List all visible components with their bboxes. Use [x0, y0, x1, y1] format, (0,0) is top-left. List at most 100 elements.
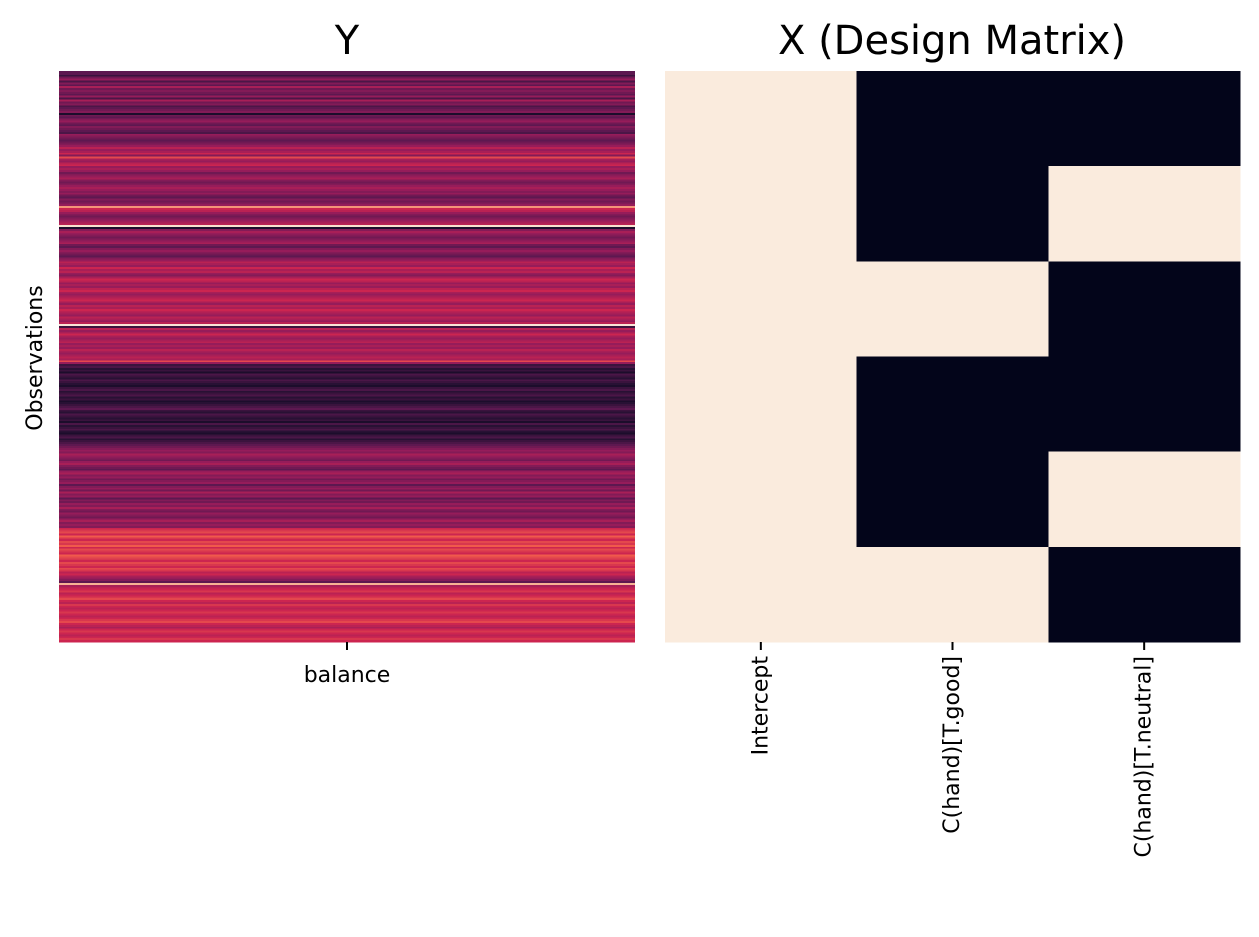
heatmap-cell — [59, 516, 635, 519]
heatmap-cell — [59, 166, 635, 169]
heatmap-cell — [59, 529, 635, 533]
heatmap-cell — [59, 478, 635, 481]
heatmap-cell — [59, 314, 635, 318]
heatmap-cell — [59, 227, 635, 230]
heatmap-cell — [59, 413, 635, 417]
heatmap-cell — [59, 145, 635, 148]
heatmap-cell — [59, 423, 635, 426]
heatmap-cell — [59, 364, 635, 367]
heatmap-cell — [59, 267, 635, 270]
heatmap-cell — [59, 404, 635, 407]
heatmap-cell — [59, 409, 635, 413]
heatmap-cell — [59, 375, 635, 379]
heatmap-cell — [59, 428, 635, 432]
heatmap-cell — [59, 246, 635, 249]
heatmap-cell — [59, 352, 635, 356]
heatmap-cell — [59, 495, 635, 498]
heatmap-cell — [59, 202, 635, 205]
heatmap-cell — [59, 126, 635, 129]
heatmap-cell — [59, 459, 635, 462]
heatmap-cell — [59, 209, 635, 213]
heatmap-cell — [59, 223, 635, 226]
heatmap-cell — [59, 118, 635, 122]
heatmap-cell — [59, 421, 635, 424]
heatmap-cell — [59, 196, 635, 200]
heatmap-cell — [59, 543, 635, 546]
heatmap-cell — [59, 607, 635, 611]
heatmap-cell — [59, 590, 635, 594]
heatmap-cell — [59, 624, 635, 628]
heatmap-cell — [59, 324, 635, 327]
heatmap-cell — [59, 518, 635, 521]
heatmap-cell — [59, 141, 635, 144]
heatmap-cell — [59, 451, 635, 455]
heatmap-cell — [59, 225, 635, 228]
heatmap-cell — [59, 234, 635, 238]
heatmap-cell — [59, 356, 635, 360]
heatmap-cell — [59, 388, 635, 392]
heatmap-cell — [59, 76, 635, 80]
heatmap-cell — [59, 204, 635, 207]
heatmap-cell — [59, 232, 635, 236]
panel-y-title: Y — [334, 18, 360, 64]
heatmap-cell — [59, 265, 635, 268]
heatmap-cell — [59, 640, 635, 643]
heatmap-cell — [59, 312, 635, 316]
heatmap-cell — [59, 402, 635, 405]
heatmap-cell — [59, 289, 635, 293]
heatmap-cell — [59, 90, 635, 93]
heatmap-cell — [59, 592, 635, 596]
heatmap-cell — [856, 546, 1049, 643]
heatmap-cell — [59, 464, 635, 468]
heatmap-cell — [856, 166, 1049, 262]
heatmap-cell — [59, 150, 635, 154]
heatmap-cell — [59, 596, 635, 599]
heatmap-cell — [59, 206, 635, 209]
heatmap-cell — [59, 358, 635, 361]
heatmap-cell — [59, 468, 635, 472]
heatmap-cell — [59, 425, 635, 428]
heatmap-cell — [59, 560, 635, 563]
heatmap-cell — [59, 343, 635, 346]
panel-x: X (Design Matrix) Intercept C(hand)[T.goo… — [665, 18, 1241, 858]
heatmap-cell — [59, 301, 635, 304]
heatmap-cell — [59, 491, 635, 495]
heatmap-cell — [59, 581, 635, 584]
heatmap-cell — [59, 114, 635, 118]
heatmap-cell — [59, 619, 635, 622]
heatmap-cell — [59, 169, 635, 173]
heatmap-cell — [59, 228, 635, 232]
x-tick-label: C(hand)[T.neutral] — [1132, 656, 1157, 858]
heatmap-cell — [59, 405, 635, 409]
heatmap-cell — [59, 539, 635, 542]
heatmap-cell — [59, 503, 635, 506]
heatmap-cell — [59, 552, 635, 556]
heatmap-cell — [59, 453, 635, 457]
heatmap-cell — [59, 611, 635, 615]
heatmap-cell — [59, 588, 635, 592]
heatmap-cell — [59, 440, 635, 443]
heatmap-cell — [59, 466, 635, 470]
heatmap-cell — [59, 567, 635, 571]
heatmap-cell — [59, 602, 635, 605]
heatmap-cell — [59, 485, 635, 489]
heatmap-cell — [59, 520, 635, 523]
heatmap-cell — [59, 544, 635, 548]
panel-y-xticks: balance — [304, 642, 390, 688]
heatmap-cell — [59, 383, 635, 386]
heatmap-cell — [59, 261, 635, 264]
x-tick-label: Intercept — [748, 656, 773, 756]
heatmap-cell — [59, 335, 635, 339]
heatmap-cell — [59, 341, 635, 344]
heatmap-cell — [59, 426, 635, 430]
heatmap-cell — [1048, 451, 1241, 548]
heatmap-cell — [59, 322, 635, 325]
heatmap-cell — [59, 514, 635, 517]
heatmap-cell — [59, 360, 635, 363]
heatmap-cell — [59, 249, 635, 253]
heatmap-cell — [59, 430, 635, 434]
heatmap-cell — [59, 573, 635, 576]
heatmap-cell — [59, 541, 635, 544]
heatmap-cell — [59, 221, 635, 224]
heatmap-cell — [59, 461, 635, 464]
